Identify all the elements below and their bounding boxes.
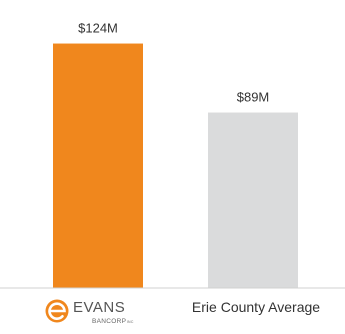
value-labels-group: $124M $89M [78, 21, 269, 105]
category-label-evans-logo: EVANS BANCORPINC [45, 299, 134, 325]
evans-e-icon [45, 299, 69, 323]
bar-erie-county-average [208, 112, 298, 289]
logo-subtitle: BANCORPINC [92, 318, 134, 325]
bars-group [53, 43, 298, 289]
logo-sub-suffix: INC [127, 320, 134, 324]
value-label-evans-bancorp: $124M [78, 21, 118, 36]
category-label-erie-county-average: Erie County Average [192, 299, 320, 315]
logo-word: EVANS [73, 299, 125, 316]
bar-evans-bancorp [53, 43, 143, 288]
value-label-erie-county-average: $89M [237, 90, 270, 105]
logo-sub: BANCORP [92, 318, 126, 325]
